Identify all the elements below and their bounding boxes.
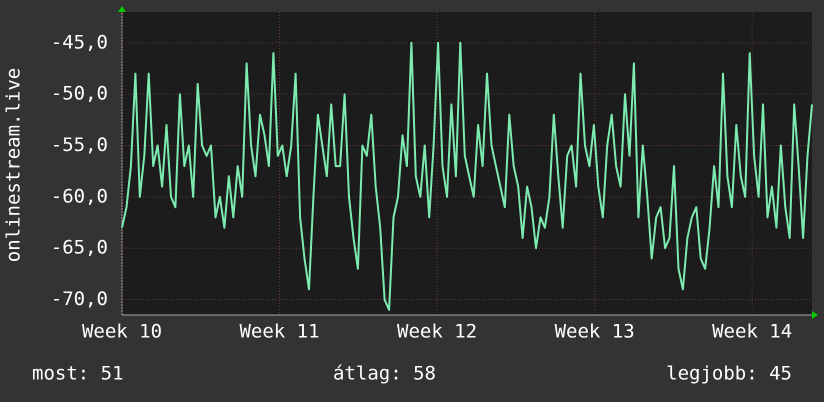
y-arrow — [118, 6, 126, 12]
x-tick-label: Week 14 — [712, 321, 792, 343]
y-tick-label: -70,0 — [51, 288, 108, 310]
y-tick-label: -50,0 — [51, 83, 108, 105]
x-tick-label: Week 11 — [239, 321, 319, 343]
x-tick-label: Week 12 — [397, 321, 477, 343]
x-tick-label: Week 13 — [555, 321, 635, 343]
y-tick-label: -55,0 — [51, 134, 108, 156]
series-line — [121, 41, 813, 311]
x-arrow — [812, 311, 818, 319]
y-tick-label: -65,0 — [51, 237, 108, 259]
x-tick-label: Week 10 — [82, 321, 162, 343]
stat-best: legjobb: 45 — [666, 363, 792, 385]
stat-current: most: 51 — [32, 363, 124, 385]
stat-average: átlag: 58 — [333, 363, 436, 385]
y-axis-label: onlinestream.live — [3, 68, 25, 262]
y-tick-label: -60,0 — [51, 185, 108, 207]
y-tick-label: -45,0 — [51, 31, 108, 53]
